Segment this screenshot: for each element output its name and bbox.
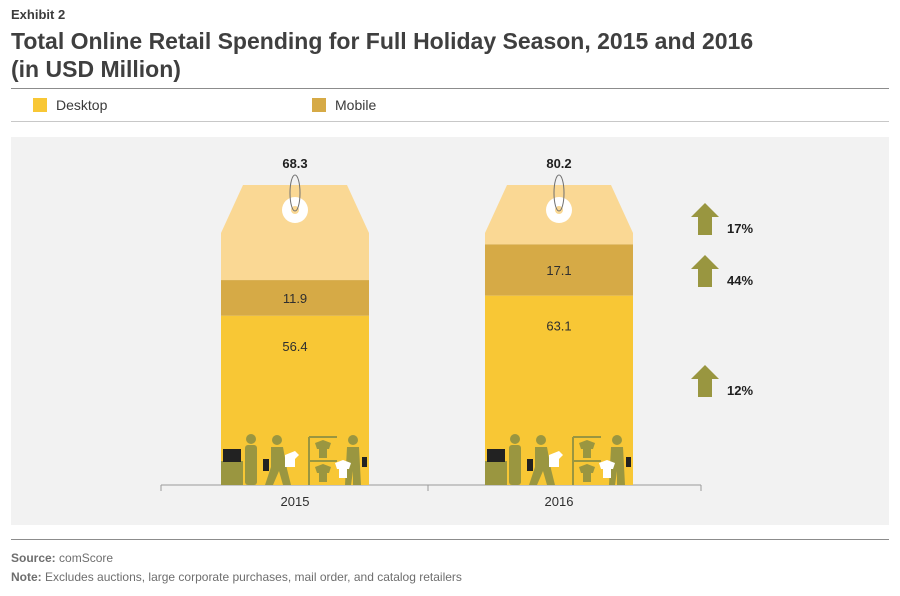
bar-group-2015: 68.3 11.9 56.4 2015	[221, 156, 369, 509]
mobile-value-2016: 17.1	[546, 263, 571, 278]
monitor-icon	[487, 449, 505, 462]
shopping-illustration-2016	[485, 434, 631, 485]
note-label: Note:	[11, 570, 42, 584]
tag-string-2015	[289, 174, 301, 212]
shirt-icon	[285, 451, 299, 467]
bar-group-2016: 80.2 17.1 63.1 2016	[485, 156, 633, 509]
person-head-icon	[348, 435, 358, 445]
desktop-value-2015: 56.4	[282, 339, 307, 354]
total-label-2016: 80.2	[546, 156, 571, 171]
bar-mobile-2015	[221, 280, 369, 316]
chart-title-line2: (in USD Million)	[11, 56, 181, 82]
tag-hole-inner-2015	[291, 206, 299, 214]
mobile-value-2015: 11.9	[283, 291, 307, 306]
legend-label-desktop: Desktop	[56, 97, 108, 113]
legend-item-desktop: Desktop	[33, 97, 107, 113]
walking-person-icon	[265, 447, 291, 485]
legend-swatch-mobile	[312, 98, 326, 112]
chart-title: Total Online Retail Spending for Full Ho…	[11, 27, 871, 83]
chart-title-line1: Total Online Retail Spending for Full Ho…	[11, 28, 754, 54]
legend-rule	[11, 121, 889, 122]
shirt-icon	[579, 464, 595, 482]
person-head-icon	[612, 435, 622, 445]
x-tick-label-2016: 2016	[545, 494, 574, 509]
growth-arrow-total: 17%	[691, 203, 753, 236]
tag-string-2016	[553, 174, 565, 212]
person-head-icon	[246, 434, 256, 444]
clothes-rack-icon	[572, 436, 601, 485]
monitor-icon	[223, 449, 241, 462]
bar-mobile-2016	[485, 244, 633, 296]
total-label-2015: 68.3	[282, 156, 307, 171]
shirt-icon	[315, 464, 331, 482]
phone-icon	[527, 459, 533, 471]
phone-icon	[263, 459, 269, 471]
note-line: Note: Excludes auctions, large corporate…	[11, 570, 462, 584]
growth-label-total: 17%	[727, 221, 753, 236]
person-body-icon	[509, 445, 521, 485]
growth-arrow-mobile: 44%	[691, 255, 753, 288]
shirt-icon	[549, 451, 563, 467]
source-note: Source: comScore	[11, 551, 113, 565]
shopping-illustration-2015	[221, 434, 367, 485]
standing-person-icon	[609, 447, 625, 485]
exhibit-label: Exhibit 2	[11, 7, 66, 22]
desktop-value-2016: 63.1	[546, 319, 571, 334]
bottom-rule	[11, 539, 889, 540]
legend-item-mobile: Mobile	[312, 97, 376, 113]
shirt-icon	[579, 440, 595, 458]
up-arrow-icon	[691, 365, 719, 397]
note-text: Excludes auctions, large corporate purch…	[45, 570, 462, 584]
clothes-rack-icon	[308, 436, 337, 485]
shirt-icon	[315, 440, 331, 458]
phone-icon	[362, 457, 367, 467]
tag-hole-inner-2016	[555, 206, 563, 214]
chart-svg: 68.3 11.9 56.4 2015 80.2 17.1 63.1 2016 17% 44% 12…	[160, 156, 753, 509]
growth-arrow-desktop: 12%	[691, 365, 753, 398]
desk-icon	[221, 461, 243, 485]
shirt-icon	[599, 460, 615, 478]
person-body-icon	[245, 445, 257, 485]
person-head-icon	[536, 435, 546, 445]
legend-label-mobile: Mobile	[335, 97, 377, 113]
phone-icon	[626, 457, 631, 467]
person-head-icon	[510, 434, 520, 444]
person-head-icon	[272, 435, 282, 445]
growth-label-mobile: 44%	[727, 273, 753, 288]
legend: Desktop Mobile	[11, 97, 889, 119]
growth-label-desktop: 12%	[727, 383, 753, 398]
desk-icon	[485, 461, 507, 485]
walking-person-icon	[529, 447, 555, 485]
chart-panel: 68.3 11.9 56.4 2015 80.2 17.1 63.1 2016 17% 44% 12…	[11, 137, 889, 525]
up-arrow-icon	[691, 203, 719, 235]
shirt-icon	[335, 460, 351, 478]
top-rule	[11, 88, 889, 89]
x-tick-label-2015: 2015	[281, 494, 310, 509]
total-tag-2015	[221, 185, 369, 281]
source-text: comScore	[59, 551, 114, 565]
up-arrow-icon	[691, 255, 719, 287]
legend-swatch-desktop	[33, 98, 47, 112]
standing-person-icon	[345, 447, 361, 485]
source-label: Source:	[11, 551, 56, 565]
